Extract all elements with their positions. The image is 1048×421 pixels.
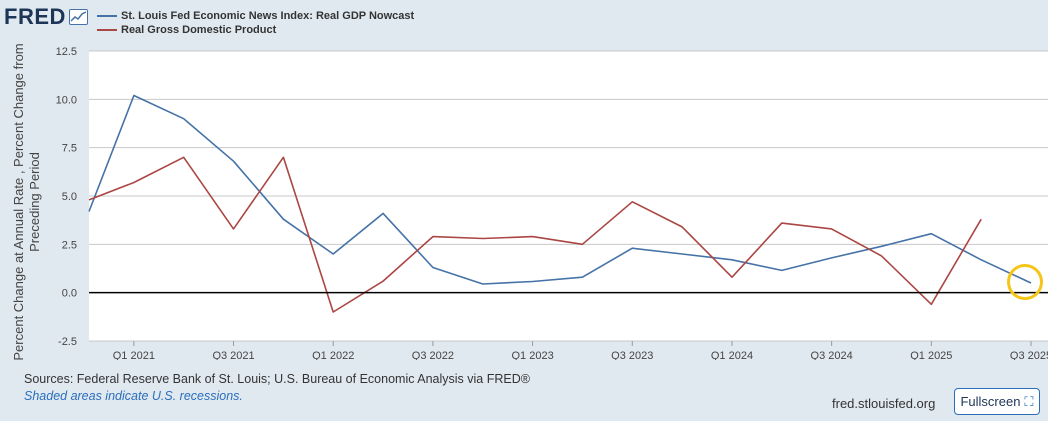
y-tick-label: -2.5 [58, 336, 77, 348]
legend-label-gdp: Real Gross Domestic Product [121, 24, 277, 36]
y-tick-label: 10.0 [56, 94, 77, 106]
legend-label-nowcast: St. Louis Fed Economic News Index: Real … [121, 10, 415, 22]
legend-item-gdp[interactable]: Real Gross Domestic Product [97, 24, 276, 36]
y-tick-label: 7.5 [62, 143, 77, 155]
sources-text: Sources: Federal Reserve Bank of St. Lou… [24, 372, 530, 386]
legend-item-nowcast[interactable]: St. Louis Fed Economic News Index: Real … [97, 10, 414, 22]
x-tick-label: Q3 2023 [611, 350, 653, 360]
fred-logo-text: FRED [4, 4, 66, 29]
y-tick-label: 5.0 [62, 191, 77, 203]
y-tick-label: 0.0 [62, 288, 77, 300]
fullscreen-label: Fullscreen [960, 394, 1021, 409]
x-tick-label: Q3 2025 [1010, 350, 1048, 360]
x-tick-label: Q1 2025 [910, 350, 952, 360]
x-tick-label: Q1 2021 [113, 350, 155, 360]
legend-swatch-gdp [97, 29, 117, 31]
y-tick-label: 12.5 [56, 46, 77, 58]
y-tick-label: 2.5 [62, 239, 77, 251]
fred-logo[interactable]: FRED [4, 4, 88, 30]
expand-icon: ⛶ [1024, 393, 1034, 409]
line-chart[interactable]: 12.5 10.0 7.5 5.0 2.5 0.0 -2.5 Q1 2021 Q3 2021 Q1… [0, 0, 1048, 360]
recession-note: Shaded areas indicate U.S. recessions. [24, 389, 243, 403]
x-tick-label: Q3 2022 [412, 350, 454, 360]
fullscreen-button[interactable]: Fullscreen ⛶ [954, 388, 1040, 415]
highlight-circle [1007, 264, 1043, 300]
x-tick-label: Q1 2023 [511, 350, 553, 360]
series-line-gdp [88, 156, 982, 313]
chart-line-icon [68, 9, 88, 25]
site-link[interactable]: fred.stlouisfed.org [832, 396, 936, 411]
series-line-nowcast [88, 94, 1032, 285]
x-tick-label: Q3 2024 [811, 350, 853, 360]
legend-swatch-nowcast [97, 15, 117, 17]
x-tick-label: Q1 2024 [711, 350, 753, 360]
x-tick-label: Q1 2022 [312, 350, 354, 360]
x-tick-label: Q3 2021 [212, 350, 254, 360]
